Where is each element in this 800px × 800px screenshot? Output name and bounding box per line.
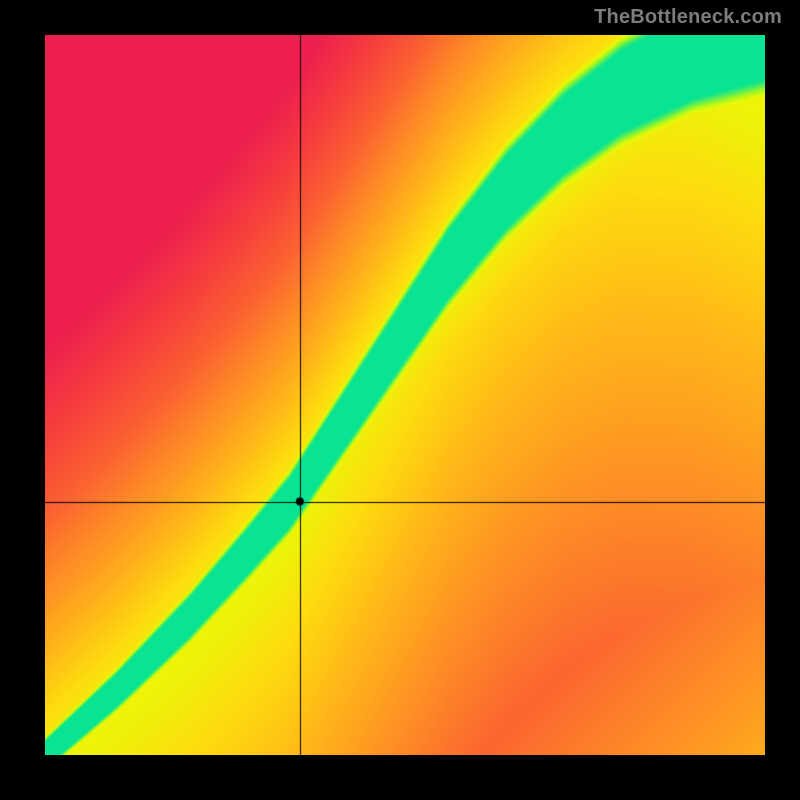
heatmap-plot — [45, 35, 765, 755]
chart-container: TheBottleneck.com — [0, 0, 800, 800]
heatmap-canvas — [45, 35, 765, 755]
watermark-label: TheBottleneck.com — [594, 6, 782, 29]
